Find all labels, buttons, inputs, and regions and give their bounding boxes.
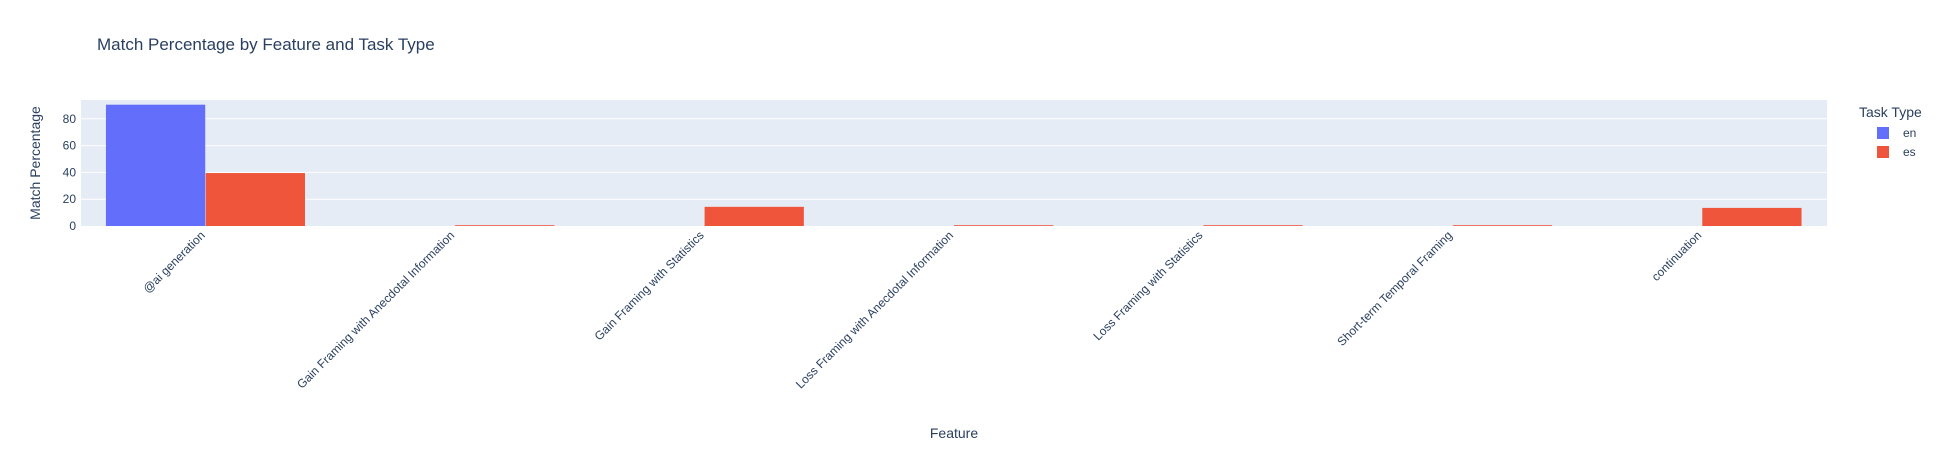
bar-es xyxy=(455,225,555,226)
y-tick-label: 0 xyxy=(69,219,76,233)
x-axis-ticks: @ai generation Gain Framing with Anecdota… xyxy=(140,228,1704,391)
legend-swatch-es xyxy=(1877,146,1889,158)
plot-area xyxy=(81,100,1827,226)
legend: Task Type en es xyxy=(1859,104,1922,159)
bar-es xyxy=(704,206,804,226)
bar-es xyxy=(1702,207,1802,226)
bar-en xyxy=(105,104,206,226)
x-tick-label: Gain Framing with Anecdotal Information xyxy=(294,228,457,391)
x-tick-label: continuation xyxy=(1649,228,1705,284)
legend-swatch-en xyxy=(1877,127,1889,139)
legend-title: Task Type xyxy=(1859,104,1922,120)
legend-label-es: es xyxy=(1903,145,1916,159)
x-tick-label: @ai generation xyxy=(140,228,208,296)
legend-label-en: en xyxy=(1903,126,1916,140)
bar-es xyxy=(954,225,1054,226)
gridlines xyxy=(81,118,1827,200)
chart-title: Match Percentage by Feature and Task Typ… xyxy=(97,35,435,54)
bar-es xyxy=(1203,225,1303,226)
bar-es xyxy=(1452,225,1553,226)
x-tick-label: Loss Framing with Statistics xyxy=(1090,228,1205,343)
y-axis-ticks: 0 20 40 60 80 xyxy=(63,112,77,233)
y-tick-label: 60 xyxy=(63,139,77,153)
bar-es xyxy=(205,173,305,226)
x-tick-label: Short-term Temporal Framing xyxy=(1334,228,1455,349)
y-axis-title: Match Percentage xyxy=(27,106,43,220)
x-axis-title: Feature xyxy=(930,425,978,441)
y-tick-label: 40 xyxy=(63,165,77,179)
x-tick-label: Gain Framing with Statistics xyxy=(592,228,707,343)
x-tick-label: Loss Framing with Anecdotal Information xyxy=(793,228,956,391)
y-tick-label: 20 xyxy=(63,192,77,206)
bars xyxy=(105,104,1802,226)
y-tick-label: 80 xyxy=(63,112,77,126)
